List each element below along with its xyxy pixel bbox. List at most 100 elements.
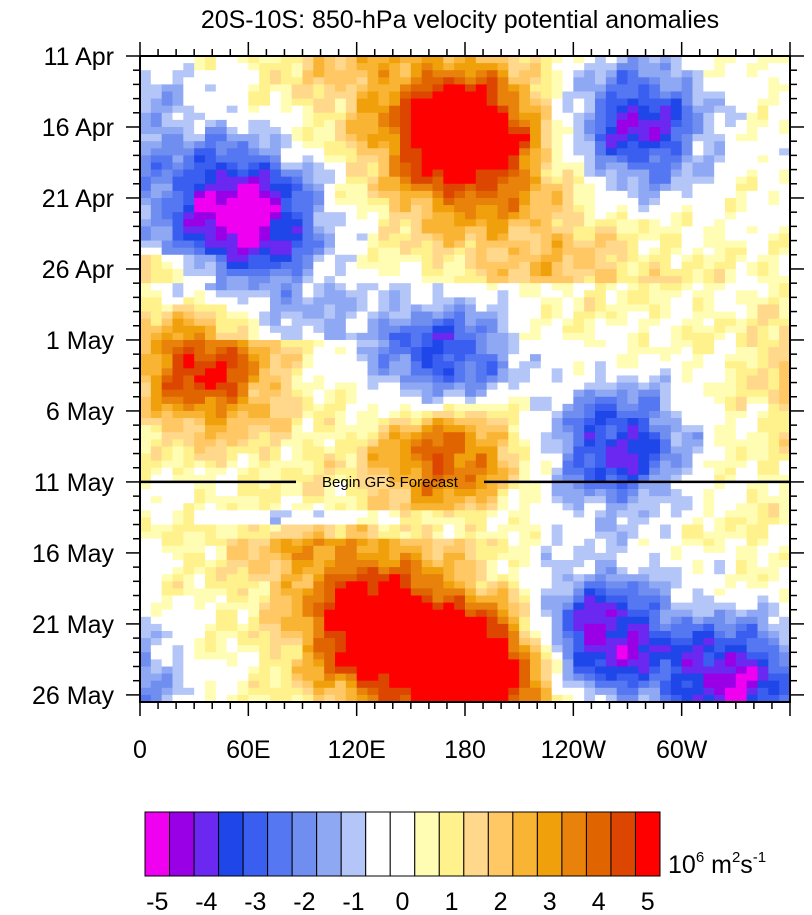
heatmap-cell — [421, 155, 434, 164]
heatmap-cell — [746, 98, 759, 107]
heatmap-cell — [670, 84, 683, 93]
heatmap-cell — [280, 623, 293, 632]
heatmap-cell — [150, 460, 163, 469]
heatmap-cell — [421, 524, 434, 533]
heatmap-cell — [378, 396, 390, 405]
heatmap-cell — [508, 148, 520, 156]
heatmap-cell — [291, 63, 304, 71]
heatmap-cell — [280, 467, 293, 476]
heatmap-cell — [215, 545, 228, 554]
heatmap-cell — [746, 531, 759, 540]
heatmap-cell — [259, 389, 271, 398]
heatmap-cell — [530, 233, 542, 242]
heatmap-cell — [324, 567, 336, 575]
heatmap-cell — [140, 332, 152, 341]
heatmap-cell — [302, 631, 314, 639]
heatmap-cell — [140, 446, 152, 455]
heatmap-cell — [779, 446, 791, 455]
heatmap-cell — [486, 332, 499, 341]
heatmap-cell — [150, 552, 163, 561]
heatmap-cell — [725, 325, 737, 334]
heatmap-cell — [605, 268, 618, 277]
heatmap-cell — [595, 119, 607, 128]
heatmap-cell — [400, 112, 412, 121]
heatmap-cell — [291, 382, 304, 391]
heatmap-cell — [627, 481, 639, 490]
heatmap-cell — [356, 581, 369, 590]
heatmap-cell — [280, 595, 293, 604]
heatmap-cell — [237, 375, 249, 384]
heatmap-cell — [313, 517, 325, 526]
heatmap-cell — [530, 205, 542, 213]
heatmap-cell — [692, 382, 704, 391]
heatmap-cell — [768, 212, 780, 220]
heatmap-cell — [649, 496, 661, 504]
heatmap-cell — [508, 396, 520, 405]
heatmap-cell — [573, 190, 585, 199]
heatmap-cell — [530, 219, 542, 227]
heatmap-cell — [389, 176, 401, 185]
heatmap-cell — [660, 595, 672, 604]
heatmap-cell — [194, 560, 206, 568]
heatmap-cell — [616, 595, 629, 604]
heatmap-cell — [638, 176, 650, 185]
heatmap-cell — [779, 325, 791, 334]
heatmap-cell — [768, 538, 780, 547]
heatmap-cell — [215, 446, 228, 455]
heatmap-cell — [150, 91, 163, 100]
heatmap-cell — [595, 176, 607, 185]
heatmap-cell — [465, 439, 477, 448]
heatmap-cell — [215, 261, 228, 270]
heatmap-cell — [703, 155, 715, 164]
heatmap-cell — [670, 581, 683, 590]
heatmap-cell — [432, 197, 444, 206]
heatmap-cell — [530, 169, 542, 178]
heatmap-cell — [703, 325, 715, 334]
heatmap-cell — [280, 233, 293, 242]
heatmap-cell — [410, 453, 423, 462]
heatmap-cell — [161, 91, 174, 100]
heatmap-cell — [150, 510, 163, 519]
heatmap-cell — [161, 474, 174, 483]
heatmap-cell — [757, 375, 769, 384]
heatmap-cell — [681, 190, 694, 199]
heatmap-cell — [584, 233, 596, 242]
heatmap-cell — [400, 325, 412, 334]
heatmap-cell — [779, 453, 791, 462]
heatmap-cell — [248, 318, 260, 327]
heatmap-cell — [215, 503, 228, 511]
heatmap-cell — [519, 403, 531, 412]
heatmap-cell — [356, 311, 369, 320]
heatmap-cell — [356, 389, 369, 398]
heatmap-cell — [616, 98, 629, 107]
heatmap-cell — [150, 567, 163, 575]
heatmap-cell — [692, 176, 704, 185]
heatmap-cell — [562, 439, 574, 448]
heatmap-cell — [172, 375, 184, 384]
heatmap-cell — [703, 425, 715, 433]
heatmap-cell — [595, 403, 607, 412]
heatmap-cell — [540, 623, 553, 632]
heatmap-cell — [335, 332, 347, 341]
heatmap-cell — [757, 155, 769, 164]
heatmap-cell — [367, 595, 379, 604]
heatmap-cell — [183, 403, 195, 412]
heatmap-cell — [551, 567, 564, 575]
heatmap-cell — [779, 574, 791, 582]
heatmap-cell — [519, 84, 531, 93]
heatmap-cell — [530, 261, 542, 270]
heatmap-cell — [345, 354, 358, 362]
heatmap-cell — [259, 354, 271, 362]
heatmap-cell — [573, 63, 585, 71]
heatmap-cell — [313, 297, 325, 306]
heatmap-cell — [757, 56, 769, 64]
heatmap-cell — [183, 233, 195, 242]
heatmap-cell — [161, 382, 174, 391]
heatmap-cell — [768, 489, 780, 497]
heatmap-cell — [324, 574, 336, 582]
heatmap-cell — [508, 602, 520, 611]
heatmap-cell — [486, 141, 499, 149]
heatmap-cell — [454, 510, 466, 519]
heatmap-cell — [335, 496, 347, 504]
heatmap-cell — [280, 105, 293, 114]
